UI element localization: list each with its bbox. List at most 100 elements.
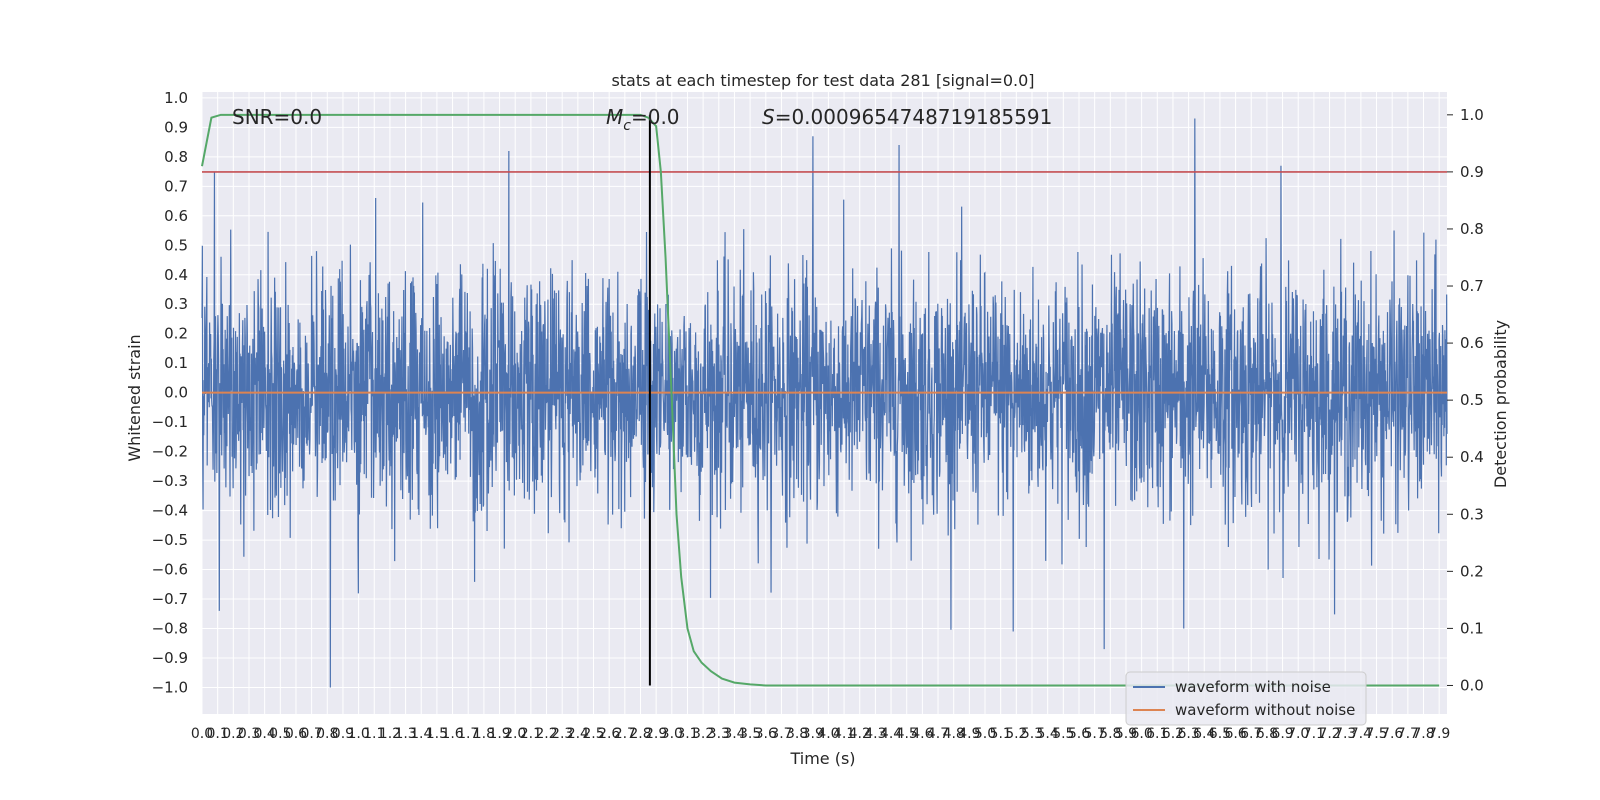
y-tick-left: 0.7	[164, 177, 188, 195]
x-tick: 4.1	[833, 726, 855, 742]
x-tick: 2.5	[582, 726, 604, 742]
y-tick-right: 0.2	[1460, 562, 1484, 580]
x-tick: 4.5	[896, 726, 918, 742]
x-tick: 6.4	[1193, 726, 1215, 742]
x-tick: 7.1	[1303, 726, 1325, 742]
x-tick: 5.3	[1021, 726, 1043, 742]
x-tick: 4.9	[958, 726, 980, 742]
x-tick: 6.5	[1209, 726, 1231, 742]
y-tick-left: 0.9	[164, 118, 188, 136]
y-tick-right: 0.8	[1460, 220, 1484, 238]
x-tick: 4.3	[864, 726, 886, 742]
x-tick: 6.9	[1271, 726, 1293, 742]
legend-label-clean: waveform without noise	[1175, 701, 1355, 719]
x-tick: 0.8	[316, 726, 338, 742]
noise-series	[201, 118, 1448, 688]
y-tick-left: −0.9	[152, 649, 188, 667]
x-tick: 6.1	[1146, 726, 1168, 742]
s-symbol: S	[762, 105, 775, 129]
x-tick: 0.3	[238, 726, 260, 742]
y-tick-left: 1.0	[164, 89, 188, 107]
y-tick-right: 0.5	[1460, 391, 1484, 409]
x-tick: 6.2	[1162, 726, 1184, 742]
x-tick: 6.3	[1177, 726, 1199, 742]
x-tick: 2.1	[520, 726, 542, 742]
detection-probability-line	[201, 113, 1440, 687]
x-tick: 5.7	[1084, 726, 1106, 742]
mc-annotation: Mc=0.0	[606, 105, 680, 134]
x-tick: 0.2	[222, 726, 244, 742]
x-tick: 6.7	[1240, 726, 1262, 742]
y-tick-right: 0.7	[1460, 277, 1484, 295]
x-tick: 2.6	[598, 726, 620, 742]
y-tick-right: 0.1	[1460, 619, 1484, 637]
x-tick: 7.0	[1287, 726, 1309, 742]
y-tick-left: 0.8	[164, 148, 188, 166]
y-tick-left: 0.6	[164, 207, 188, 225]
x-tick: 4.6	[911, 726, 933, 742]
x-tick: 6.8	[1256, 726, 1278, 742]
x-tick: 0.9	[332, 726, 354, 742]
mc-subscript: c	[623, 118, 631, 134]
legend: waveform with noise waveform without noi…	[1125, 671, 1367, 726]
y-tick-right: 0.3	[1460, 505, 1484, 523]
x-tick: 7.5	[1365, 726, 1387, 742]
x-axis: 0.00.10.20.30.40.50.60.70.80.91.01.11.21…	[191, 726, 1450, 742]
x-tick: 4.2	[849, 726, 871, 742]
x-tick: 3.2	[692, 726, 714, 742]
x-tick: 4.4	[880, 726, 902, 742]
y-tick-left: 0.5	[164, 236, 188, 254]
x-tick: 5.5	[1052, 726, 1074, 742]
x-tick: 0.4	[254, 726, 276, 742]
x-tick: 1.5	[426, 726, 448, 742]
x-tick: 3.7	[770, 726, 792, 742]
x-tick: 1.9	[488, 726, 510, 742]
x-tick: 2.9	[645, 726, 667, 742]
y-axis-label-left: Whitened strain	[125, 334, 144, 461]
x-tick: 7.2	[1318, 726, 1340, 742]
x-tick: 7.6	[1381, 726, 1403, 742]
x-tick: 3.9	[802, 726, 824, 742]
x-tick: 0.6	[285, 726, 307, 742]
x-tick: 6.0	[1130, 726, 1152, 742]
x-tick: 1.2	[379, 726, 401, 742]
x-tick: 1.1	[363, 726, 385, 742]
x-tick: 5.9	[1115, 726, 1137, 742]
mc-symbol: M	[606, 105, 623, 129]
x-tick: 1.3	[394, 726, 416, 742]
y-tick-left: 0.4	[164, 266, 188, 284]
y-tick-right: 0.4	[1460, 448, 1484, 466]
legend-label-noise: waveform with noise	[1175, 678, 1331, 696]
x-tick: 3.6	[755, 726, 777, 742]
x-tick: 5.8	[1099, 726, 1121, 742]
y-tick-left: −0.4	[152, 502, 188, 520]
y-tick-right: 0.0	[1460, 676, 1484, 694]
x-tick: 1.4	[410, 726, 432, 742]
y-tick-right: 1.0	[1460, 106, 1484, 124]
x-tick: 3.4	[723, 726, 745, 742]
noise-line	[201, 118, 1448, 688]
x-tick: 0.0	[191, 726, 213, 742]
x-tick: 7.9	[1428, 726, 1450, 742]
s-value: =0.0009654748719185591	[775, 105, 1053, 129]
mc-value: =0.0	[631, 105, 680, 129]
x-tick: 2.8	[629, 726, 651, 742]
x-tick: 2.3	[551, 726, 573, 742]
y-tick-right: 0.9	[1460, 163, 1484, 181]
x-tick: 2.0	[504, 726, 526, 742]
x-tick: 3.1	[676, 726, 698, 742]
x-tick: 3.5	[739, 726, 761, 742]
x-tick: 0.7	[300, 726, 322, 742]
x-tick: 0.5	[269, 726, 291, 742]
y-axis-left: 1.0 0.9 0.8 0.7 0.6 0.5 0.4 0.3 0.2 0.1 0.0 −0.1 −0.…	[152, 89, 188, 697]
y-axis-label-right: Detection probability	[1491, 320, 1510, 488]
overlay	[201, 113, 1447, 687]
y-tick-left: −0.1	[152, 413, 188, 431]
x-tick: 1.7	[457, 726, 479, 742]
y-tick-left: 0.0	[164, 384, 188, 402]
x-tick: 2.4	[567, 726, 589, 742]
x-axis-label: Time (s)	[789, 749, 855, 768]
x-tick: 7.8	[1412, 726, 1434, 742]
x-tick: 4.8	[943, 726, 965, 742]
y-tick-left: −1.0	[152, 678, 188, 696]
